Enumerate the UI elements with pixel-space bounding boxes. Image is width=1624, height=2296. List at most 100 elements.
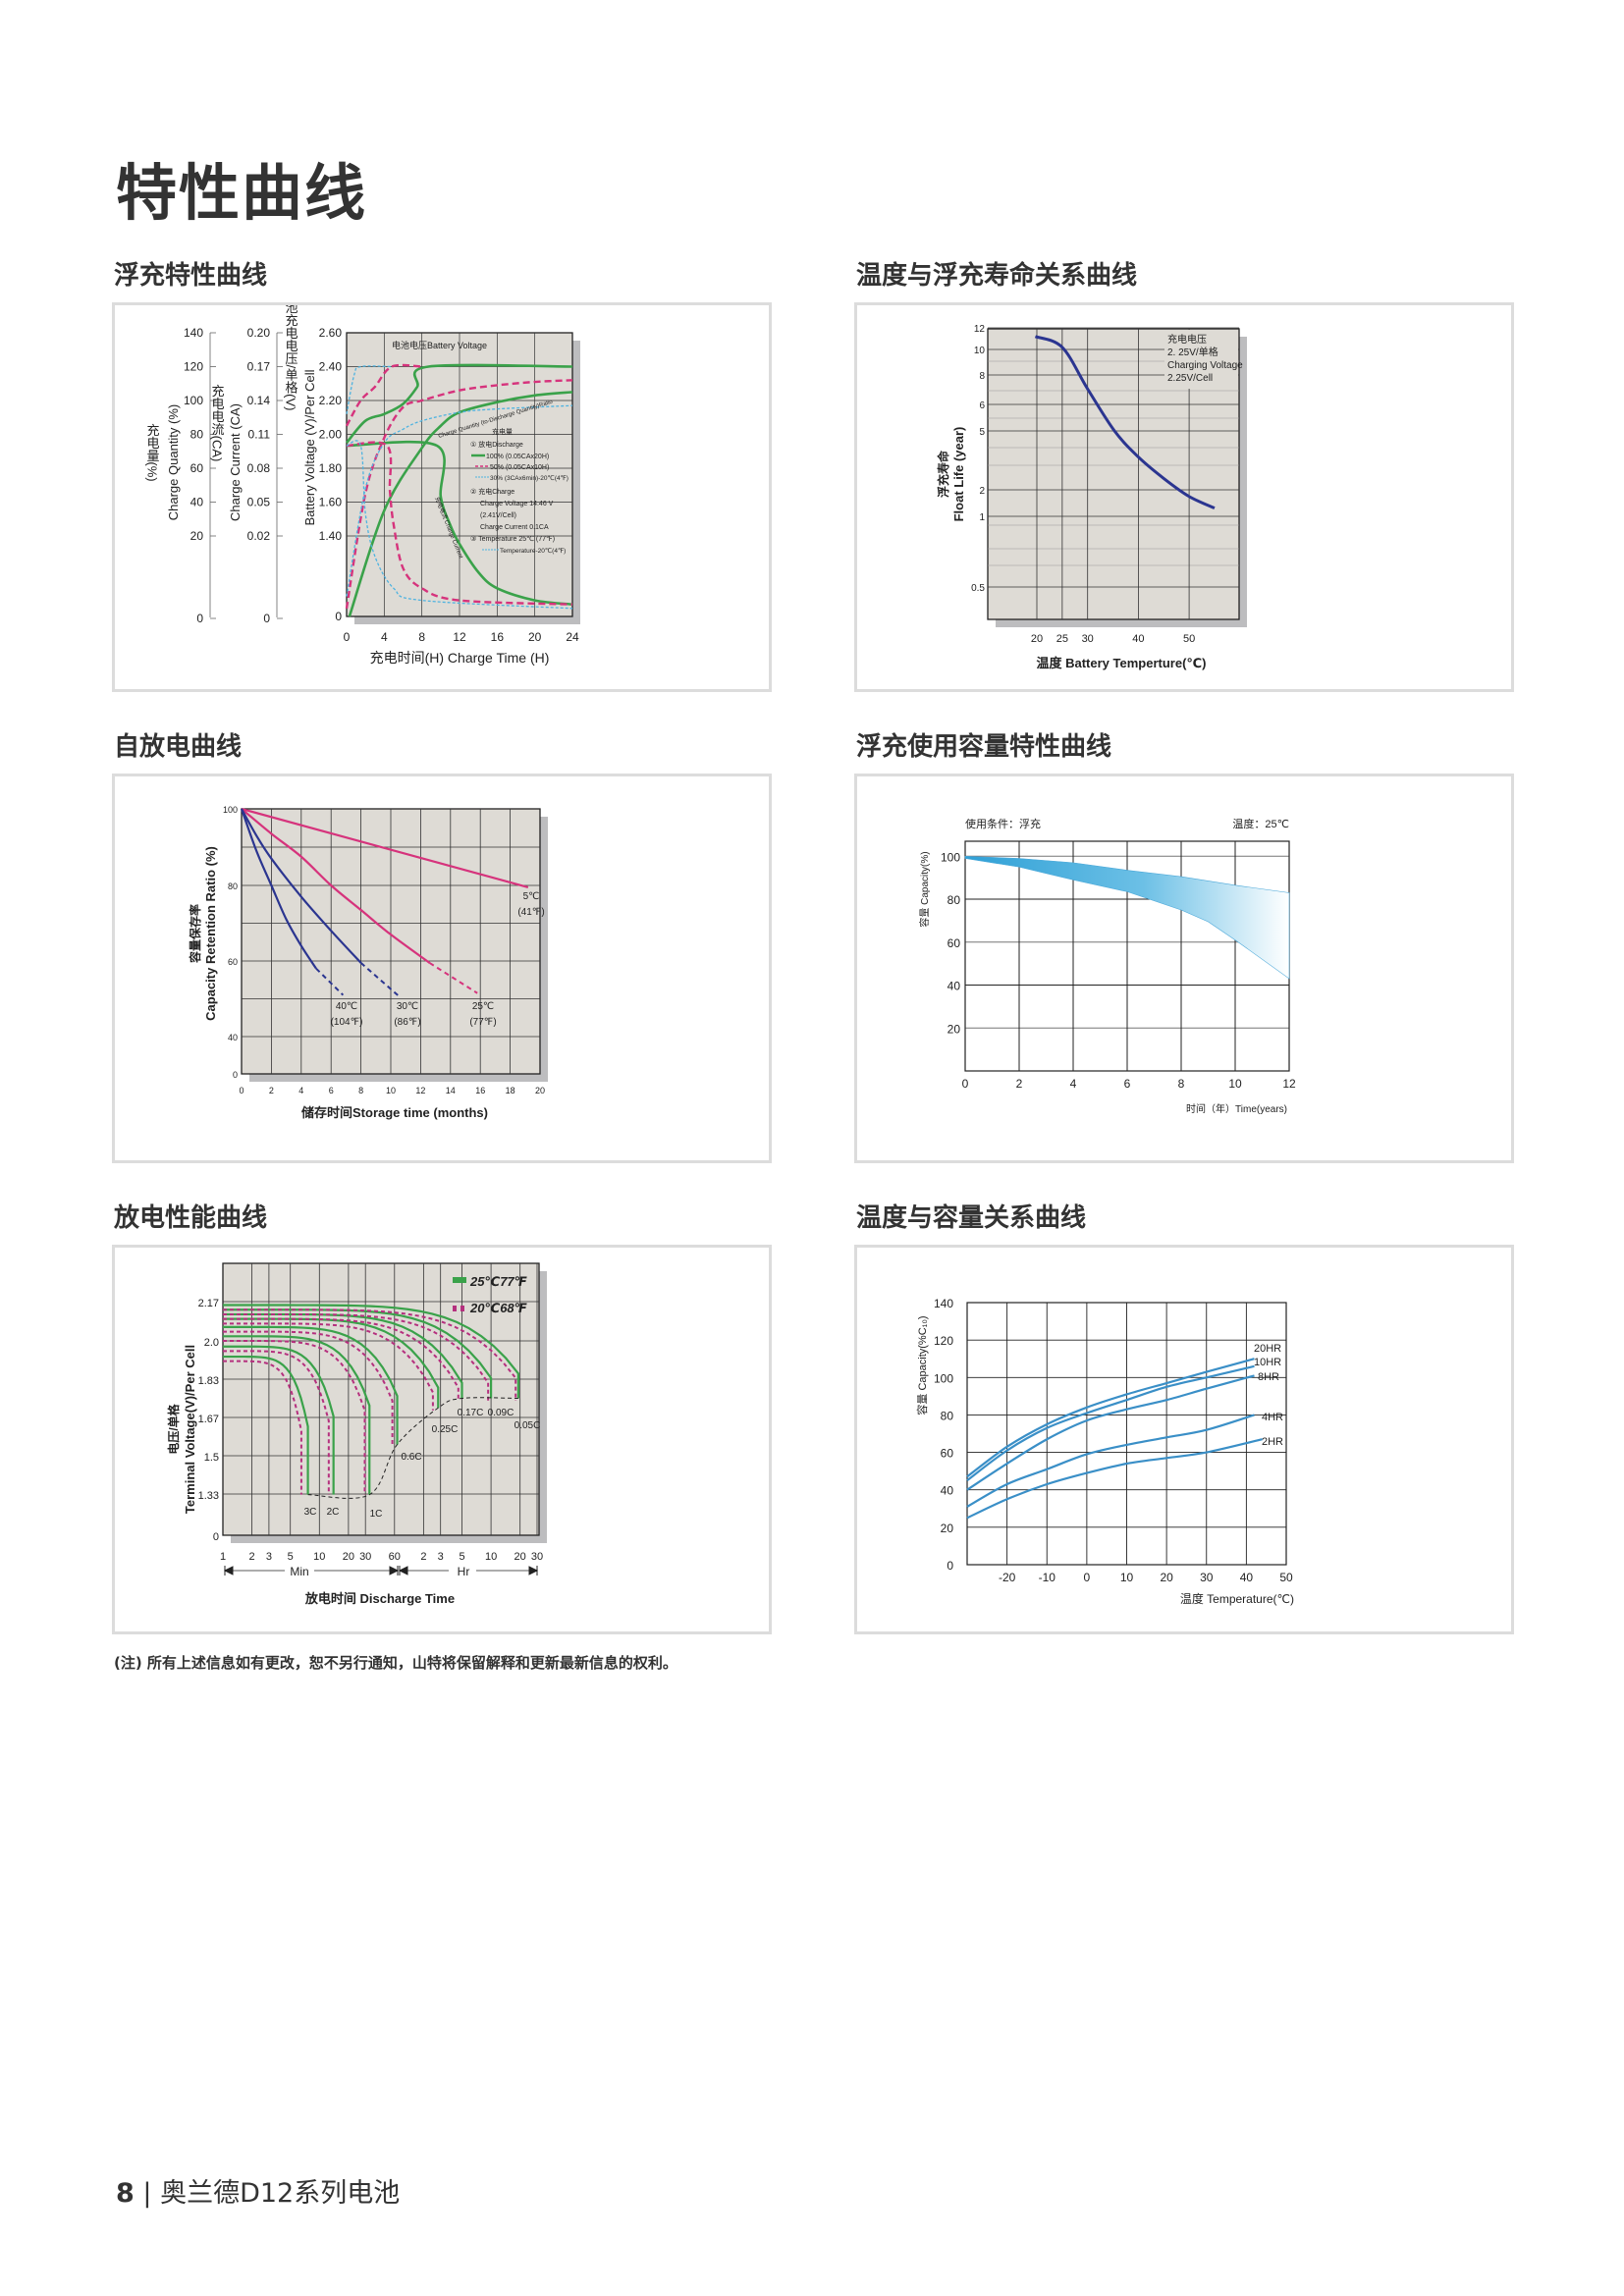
legend-50: 50% (0.05CAx10H)	[490, 464, 549, 471]
x-tick-label: 50	[1279, 1571, 1293, 1584]
voltage-tick-label: 1.40	[319, 529, 343, 543]
current-axis-title-en: Charge Current (CA)	[228, 403, 243, 521]
capacity-curve	[966, 1414, 1255, 1508]
y-tick-label: 8	[979, 371, 985, 382]
temperature: ③ Temperature 25℃ (77℉)	[470, 535, 555, 543]
series-label: 2HR	[1262, 1436, 1283, 1448]
x-tick-label: 18	[506, 1086, 515, 1095]
capacity-curve	[966, 1374, 1255, 1491]
retention-curve	[241, 808, 362, 964]
x-tick-label: 20	[1031, 633, 1043, 645]
current-tick-label: 0.02	[247, 529, 271, 543]
retention-curve-extrapolated	[315, 967, 345, 996]
rate-label: 0.6C	[401, 1452, 421, 1463]
x-tick-label: 2	[269, 1086, 274, 1095]
x-tick-label: 60	[389, 1551, 401, 1563]
x-tick-label: 20	[535, 1086, 545, 1095]
charging-voltage-note: 充电电压	[1167, 333, 1207, 346]
series-line-current	[346, 440, 573, 606]
y-tick-label: 1	[979, 512, 985, 523]
voltage-tick-label: 2.20	[319, 394, 343, 407]
legend-discharge: ① 放电Discharge	[470, 440, 523, 449]
quantity-tick-label: 20	[190, 529, 204, 543]
x-tick-label: 6	[1124, 1077, 1131, 1091]
x-tick-label: 50	[1183, 633, 1195, 645]
capacity-curve	[966, 1358, 1255, 1478]
rate-label: 1C	[370, 1509, 383, 1520]
legend-swatch-25c	[453, 1277, 466, 1283]
x-tick-label: 20	[514, 1551, 526, 1563]
x-tick-label: -20	[999, 1571, 1016, 1584]
series-label-f: (41℉)	[517, 907, 544, 918]
y-tick-label: 0.5	[971, 583, 985, 594]
discharge-curve-25c	[223, 1304, 519, 1399]
charging-voltage-note: Charging Voltage	[1167, 360, 1243, 371]
series-label: 4HR	[1262, 1412, 1283, 1423]
x-tick-label: -10	[1039, 1571, 1056, 1584]
y-tick-label: 2.17	[198, 1298, 219, 1309]
retention-curve-extrapolated	[428, 962, 478, 994]
axis-break-label: 0	[335, 610, 342, 623]
x-tick-label: 0	[239, 1086, 244, 1095]
y-tick-label: 5	[979, 427, 985, 438]
usage-condition: 使用条件：浮充	[965, 817, 1041, 830]
discharge-curve-25c	[223, 1345, 335, 1495]
y-axis-title-en: Terminal Voltage(V)/Per Cell	[183, 1345, 197, 1514]
series-line-quantity	[346, 404, 573, 597]
y-tick-label: 40	[947, 980, 961, 993]
section-heading: 温度与浮充寿命关系曲线	[856, 261, 1138, 291]
self-discharge-chart: 0 40 60 80 100 0 2 4 6 8 10 12 14 16 18 20 5℃ (41℉) 25℃ (77…	[188, 805, 548, 1120]
x-tick-label: 10	[386, 1086, 396, 1095]
float-charge-chart-panel: 0 4 8 12 16 20 24 充电时间(H) Charge Time (H) 0 1.40 1…	[112, 302, 772, 692]
series-line-voltage	[346, 365, 393, 414]
discharge-curve-20c	[223, 1322, 434, 1411]
page-title: 特性曲线	[116, 157, 368, 229]
current-tick-label: 0.14	[247, 394, 271, 407]
series-line-current	[346, 441, 573, 606]
x-tick-label: 40	[1132, 633, 1144, 645]
x-tick-label: 12	[453, 630, 466, 644]
quantity-tick-label: 60	[190, 461, 204, 475]
y-tick-label: 60	[947, 936, 961, 950]
voltage-tick-label: 2.60	[319, 326, 343, 340]
series-line-voltage	[345, 363, 573, 444]
page-footer: 8 | 奥兰德D12系列电池	[116, 2171, 400, 2210]
x-tick-label: 4	[298, 1086, 303, 1095]
charge-quantity-label-cn: 充电量	[492, 427, 513, 436]
series-label: 8HR	[1258, 1371, 1279, 1383]
series-label-f: (86℉)	[394, 1017, 420, 1028]
float-capacity-chart-panel: 20 40 60 80 100 0 2 4 6 8 10 12 使用条件：浮充 温度：25℃ 容量 Capa…	[854, 774, 1514, 1163]
y-tick-label: 6	[979, 400, 985, 411]
series-label: 40℃	[336, 1001, 357, 1012]
footer-separator: |	[142, 2178, 152, 2209]
y-tick-label: 1.67	[198, 1414, 219, 1425]
quantity-tick-label: 120	[184, 360, 203, 374]
capacity-curve	[966, 1364, 1255, 1482]
footer-text: 奥兰德D12系列电池	[160, 2178, 401, 2209]
current-tick-label: 0.11	[248, 428, 271, 442]
y-tick-label: 60	[941, 1447, 954, 1461]
legend-100: 100% (0.05CAx20H)	[486, 454, 549, 460]
x-axis-title: 充电时间(H) Charge Time (H)	[370, 650, 550, 666]
section-heading: 温度与容量关系曲线	[856, 1203, 1087, 1233]
voltage-tick-label: 1.80	[319, 461, 343, 475]
series-line-voltage	[345, 363, 422, 427]
x-tick-label: 2	[1016, 1077, 1023, 1091]
y-tick-label: 2	[979, 486, 985, 497]
float-life-curve	[1034, 335, 1216, 509]
current-tick-label: 0.20	[247, 326, 271, 340]
charge-voltage: Charge Voltage 14.46 V	[480, 501, 554, 507]
temperature-capacity-chart-panel: 0 20 40 60 80 100 120 140 -20 -10 0 10 20 30 40 50 20HR 1…	[854, 1245, 1514, 1634]
quantity-axis-title-en: Charge Quantity (%)	[166, 404, 181, 521]
y-axis-title-en: Float Life (year)	[951, 427, 966, 522]
y-tick-label: 1.33	[198, 1490, 219, 1502]
y-tick-label: 100	[934, 1371, 953, 1385]
voltage-axis-title-en: Battery Voltage (V)/Per Cell	[302, 369, 317, 525]
x-tick-label: 12	[415, 1086, 425, 1095]
series-label: 30℃	[397, 1001, 418, 1012]
current-axis-title-cn: 充电电流(CA)	[210, 384, 225, 461]
x-axis-title: 温度 Temperature(℃)	[1180, 1591, 1294, 1606]
capacity-curve	[966, 1438, 1263, 1520]
y-axis-title-cn: 容量保存率	[188, 904, 202, 964]
discharge-chart-panel: 0 1.33 1.5 1.67 1.83 2.0 2.17 1 2 3 5 10 20 30 60 2 3 5 10…	[112, 1245, 772, 1634]
